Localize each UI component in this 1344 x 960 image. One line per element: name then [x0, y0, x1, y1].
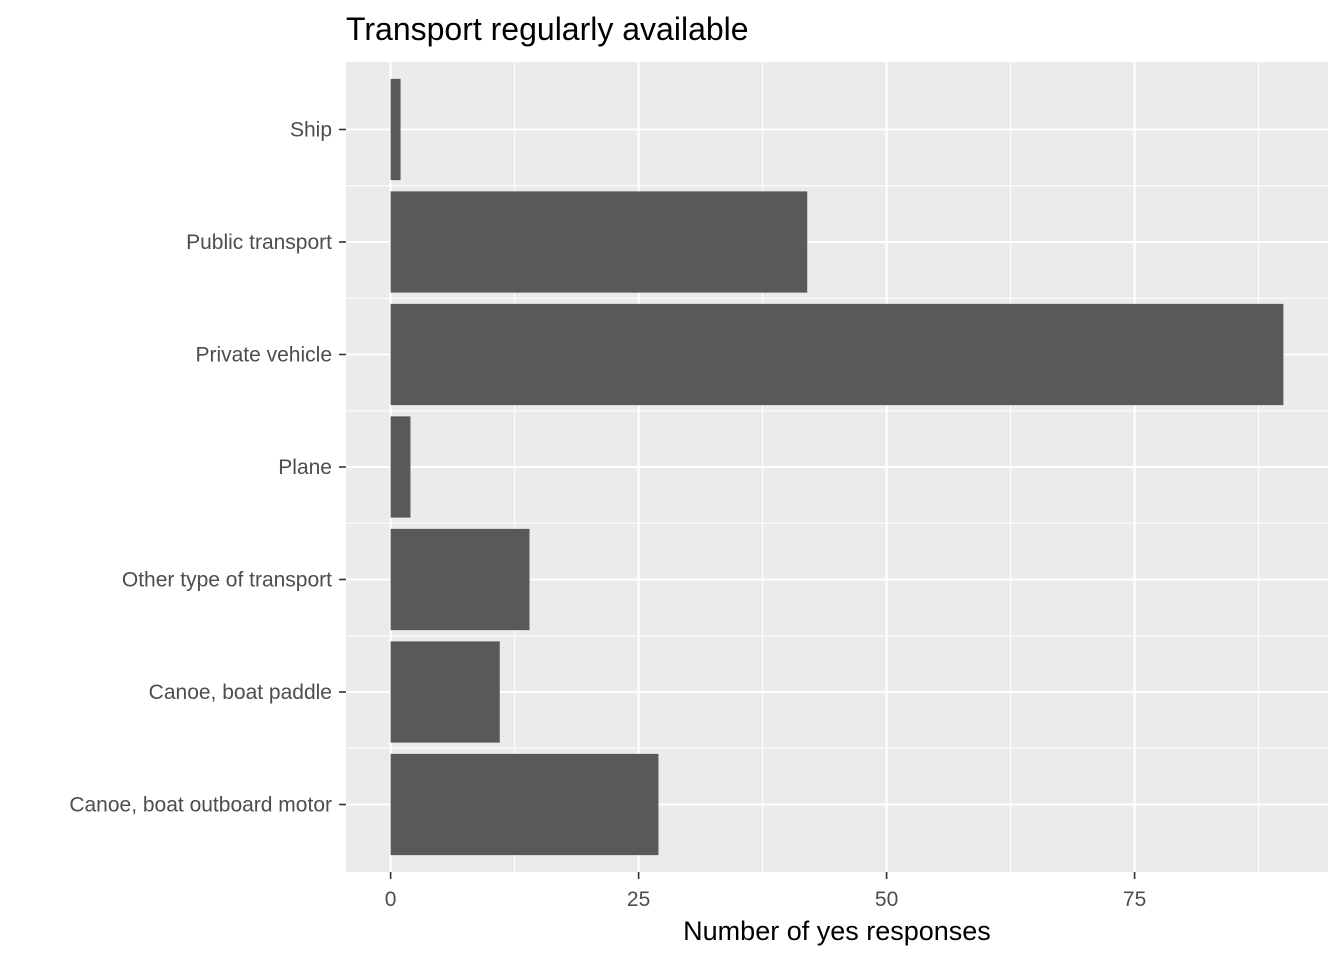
y-axis: Canoe, boat outboard motor Canoe, boat pa…	[69, 119, 346, 817]
bar-canoe-boat-outboard-motor	[390, 753, 659, 856]
y-tick-label: Plane	[278, 456, 332, 479]
bar-plane	[390, 416, 411, 518]
bar-other-type-of-transport	[390, 528, 530, 631]
y-tick-label: Private vehicle	[195, 344, 332, 367]
x-tick-label: 50	[875, 888, 898, 911]
y-tick-label: Ship	[290, 119, 332, 142]
bar-public-transport	[390, 191, 808, 293]
bars	[390, 78, 1284, 856]
y-tick-label: Canoe, boat paddle	[149, 681, 332, 704]
bar-canoe-boat-paddle	[390, 641, 500, 743]
x-tick-label: 0	[385, 888, 397, 911]
y-tick-label: Public transport	[186, 231, 332, 254]
bar-private-vehicle	[390, 303, 1284, 406]
x-tick-label: 25	[627, 888, 650, 911]
y-tick-label: Canoe, boat outboard motor	[69, 794, 332, 817]
x-axis: 0 25 50 75	[385, 872, 1146, 911]
chart-title: Transport regularly available	[346, 11, 749, 47]
bar-ship	[390, 78, 401, 181]
x-tick-label: 75	[1123, 888, 1146, 911]
y-tick-label: Other type of transport	[122, 569, 332, 592]
x-axis-label: Number of yes responses	[683, 916, 991, 946]
